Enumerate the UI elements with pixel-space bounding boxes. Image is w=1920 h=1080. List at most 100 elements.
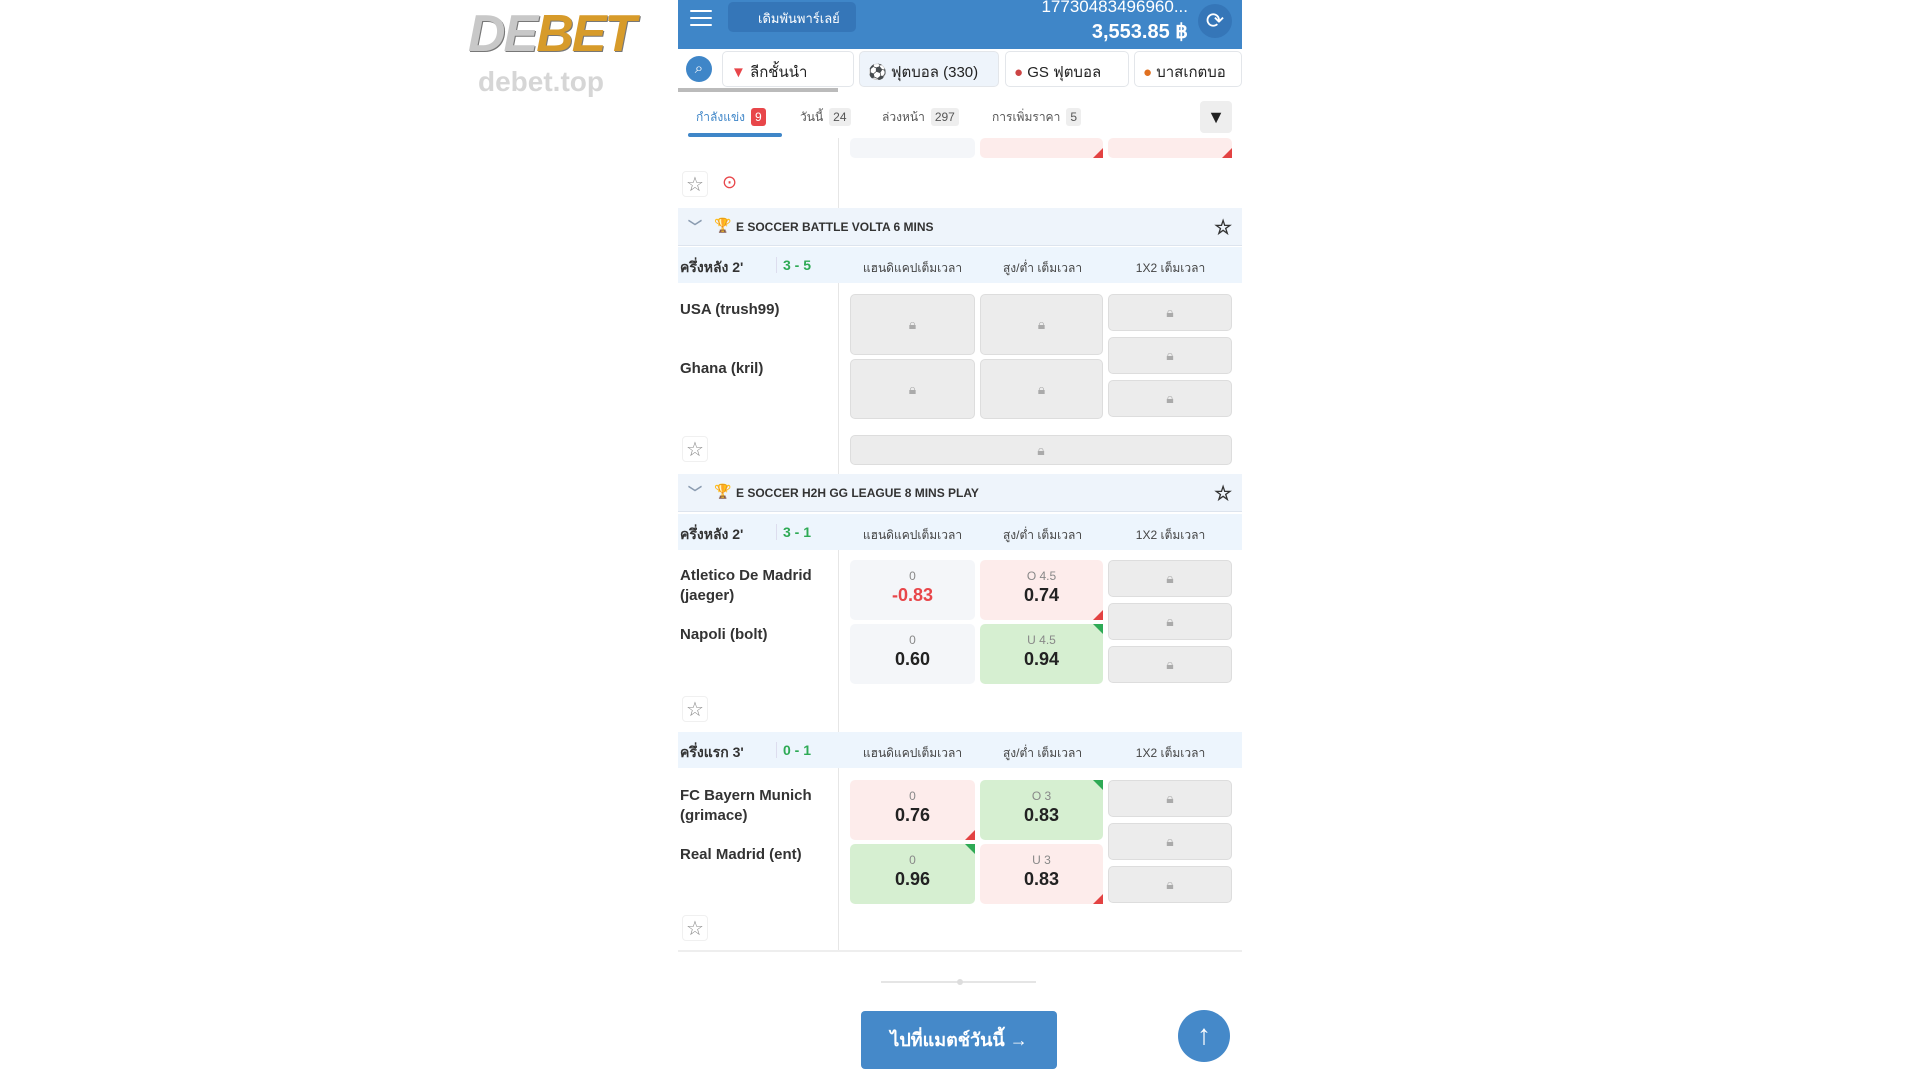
column-header: สูง/ต่ำ เต็มเวลา [1002, 528, 1083, 542]
league-favorite-star-icon[interactable]: ☆ [1214, 483, 1232, 505]
tab-label: การเพิ่มราคา [992, 110, 1061, 124]
column-header: แฮนดิแคปเต็มเวลา [862, 528, 963, 542]
odds-cell[interactable] [850, 138, 975, 158]
menu-icon[interactable] [690, 10, 712, 26]
tab-label: กำลังแข่ง [696, 110, 746, 124]
match-period-bar: ครึ่งหลัง 2' 3 - 5 แฮนดิแคปเต็มเวลา สูง/ต่ำ… [678, 247, 1242, 283]
locked-odds-cell: 🔒︎ [1108, 646, 1232, 683]
tab-count: 24 [829, 108, 851, 126]
odds-up-indicator [965, 844, 975, 854]
league-favorite-star-icon[interactable]: ☆ [1214, 217, 1232, 239]
chevron-down-icon[interactable]: ﹀ [688, 485, 702, 501]
odds-value: 0.96 [894, 869, 931, 889]
league-header[interactable]: ﹀ 🏆 E SOCCER BATTLE VOLTA 6 MINS ☆ [678, 208, 1242, 246]
go-to-today-button[interactable]: ไปที่แมตช์วันนี้ → [861, 1011, 1057, 1069]
tab-label: ล่วงหน้า [882, 110, 925, 124]
league-name: E SOCCER BATTLE VOLTA 6 MINS [736, 220, 934, 234]
lock-icon: 🔒︎ [1166, 347, 1174, 363]
locked-odds-cell: 🔒︎ [1108, 337, 1232, 374]
odds-cell-under[interactable]: U 3 0.83 [980, 844, 1103, 904]
watermark: debet.top [478, 66, 604, 97]
odds-cell-hdp-away[interactable]: 0 0.96 [850, 844, 975, 904]
active-tab-indicator [688, 133, 782, 137]
locked-odds-cell: 🔒︎ [1108, 780, 1232, 817]
ou-line: U 4.5 [1027, 633, 1056, 647]
tab-boosted[interactable]: การเพิ่มราคา 5 [992, 108, 1082, 127]
match-period-bar: ครึ่งแรก 3' 0 - 1 แฮนดิแคปเต็มเวลา สูง/ต่ำ … [678, 732, 1242, 768]
tab-upcoming[interactable]: ล่วงหน้า 297 [882, 108, 959, 127]
odds-cell-over[interactable]: O 4.5 0.74 [980, 560, 1103, 620]
trophy-icon: 🏆 [714, 483, 732, 499]
favorite-star-icon[interactable]: ☆ [682, 915, 708, 941]
column-header: 1X2 เต็มเวลา [1135, 746, 1206, 760]
match-period: ครึ่งหลัง 2' [680, 259, 744, 275]
odds-down-indicator [1093, 610, 1103, 620]
debet-logo: DEBET [468, 5, 636, 63]
scroll-indicator [881, 979, 1036, 985]
lock-icon: 🔒︎ [1166, 570, 1174, 586]
odds-up-indicator [1093, 624, 1103, 634]
divider [838, 768, 839, 951]
search-icon[interactable]: ⌕ [686, 56, 712, 82]
chevron-down-icon[interactable]: ﹀ [688, 219, 702, 235]
trophy-icon: 🏆 [714, 217, 732, 233]
gs-football-icon: ● [1014, 64, 1024, 81]
match-period-bar: ครึ่งหลัง 2' 3 - 1 แฮนดิแคปเต็มเวลา สูง/ต่ำ… [678, 514, 1242, 550]
horizontal-scrollbar[interactable] [678, 88, 838, 92]
odds-cell-hdp-home[interactable]: 0 0.76 [850, 780, 975, 840]
column-header: สูง/ต่ำ เต็มเวลา [1002, 746, 1083, 760]
parlay-button[interactable]: เดิมพันพาร์เลย์ [728, 2, 856, 32]
handicap-line: 0 [909, 853, 916, 867]
ou-line: O 3 [1031, 789, 1052, 803]
sport-tab-top-leagues[interactable]: ▼ ลีกชั้นนำ [722, 51, 854, 87]
scroll-to-top-arrow-up-icon[interactable]: ↑ [1178, 1010, 1230, 1062]
league-name: E SOCCER H2H GG LEAGUE 8 MINS PLAY [736, 486, 979, 500]
match-score: 3 - 1 [776, 524, 811, 540]
odds-cell-over[interactable]: O 3 0.83 [980, 780, 1103, 840]
home-team: USA (trush99) [680, 301, 780, 318]
home-team: Atletico De Madrid (jaeger) [680, 567, 812, 604]
odds-cell-hdp-away[interactable]: 0 0.60 [850, 624, 975, 684]
tab-count: 297 [930, 108, 959, 126]
odds-value: 0.83 [1023, 869, 1060, 889]
locked-odds-cell: 🔒︎ [1108, 603, 1232, 640]
sport-tab-gs-football[interactable]: ● GS ฟุตบอล [1005, 51, 1129, 87]
live-stream-icon[interactable]: ⊙ [722, 172, 738, 192]
locked-odds-cell: 🔒︎ [850, 435, 1232, 465]
lock-icon: 🔒︎ [1166, 304, 1174, 320]
tab-today[interactable]: วันนี้ 24 [800, 108, 851, 127]
sport-tab-football[interactable]: ⚽ ฟุตบอล (330) [859, 51, 999, 87]
favorite-star-icon[interactable]: ☆ [682, 696, 708, 722]
divider [838, 550, 839, 732]
locked-odds-cell: 🔒︎ [1108, 560, 1232, 597]
odds-cell-under[interactable]: U 4.5 0.94 [980, 624, 1103, 684]
refresh-icon[interactable]: ⟳ [1198, 4, 1232, 38]
favorite-star-icon[interactable]: ☆ [682, 171, 708, 197]
locked-odds-cell: 🔒︎ [980, 359, 1103, 419]
odds-value: 0.76 [894, 805, 931, 825]
lock-icon: 🔒︎ [1166, 833, 1174, 849]
locked-odds-cell: 🔒︎ [1108, 294, 1232, 331]
odds-cell[interactable] [980, 138, 1103, 158]
home-team: FC Bayern Munich (grimace) [680, 787, 812, 824]
lock-icon: 🔒︎ [1166, 390, 1174, 406]
odds-value: 0.94 [1023, 649, 1060, 669]
tab-live[interactable]: กำลังแข่ง 9 [696, 108, 766, 127]
away-team: Real Madrid (ent) [680, 846, 802, 863]
lock-icon: 🔒︎ [908, 316, 917, 332]
column-header: สูง/ต่ำ เต็มเวลา [1002, 261, 1083, 275]
balance: 3,553.85 ฿ [1091, 21, 1188, 43]
favorite-star-icon[interactable]: ☆ [682, 436, 708, 462]
lock-icon: 🔒︎ [1037, 380, 1046, 397]
league-header[interactable]: ﹀ 🏆 E SOCCER H2H GG LEAGUE 8 MINS PLAY ☆ [678, 474, 1242, 512]
sport-tab-basketball[interactable]: ● บาสเกตบอ [1134, 51, 1242, 87]
odds-cell[interactable] [1108, 138, 1232, 158]
lock-icon: 🔒︎ [1166, 656, 1174, 672]
match-score: 3 - 5 [776, 257, 811, 273]
sport-label: บาสเกตบอ [1156, 64, 1226, 81]
filter-icon[interactable]: ▼ [1200, 101, 1232, 133]
match-period: ครึ่งแรก 3' [680, 744, 744, 760]
basketball-icon: ● [1143, 64, 1153, 81]
odds-cell-hdp-home[interactable]: 0 -0.83 [850, 560, 975, 620]
ou-line: O 4.5 [1026, 569, 1057, 583]
